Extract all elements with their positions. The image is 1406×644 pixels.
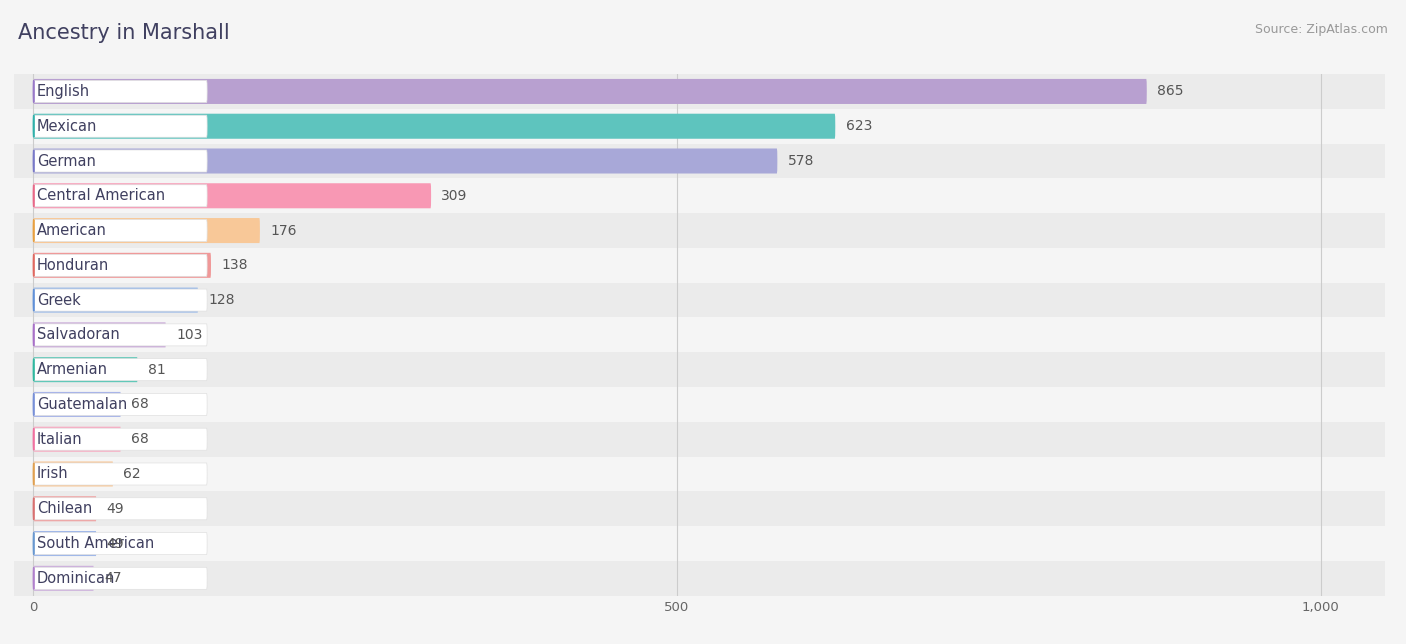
Bar	[14, 352, 1385, 387]
Text: 578: 578	[787, 154, 814, 168]
FancyBboxPatch shape	[34, 427, 121, 451]
FancyBboxPatch shape	[34, 393, 207, 415]
FancyBboxPatch shape	[34, 567, 207, 589]
Bar	[14, 491, 1385, 526]
FancyBboxPatch shape	[34, 254, 207, 276]
Text: 103: 103	[176, 328, 202, 342]
Bar	[14, 561, 1385, 596]
Bar	[14, 457, 1385, 491]
Text: 49: 49	[107, 536, 124, 551]
FancyBboxPatch shape	[34, 359, 207, 381]
FancyBboxPatch shape	[34, 497, 97, 521]
Text: 309: 309	[441, 189, 468, 203]
Text: Chilean: Chilean	[37, 501, 91, 516]
Text: Honduran: Honduran	[37, 258, 108, 273]
Text: Italian: Italian	[37, 431, 83, 447]
Text: Mexican: Mexican	[37, 118, 97, 134]
Text: 865: 865	[1157, 84, 1184, 99]
Text: Ancestry in Marshall: Ancestry in Marshall	[18, 23, 231, 43]
Bar	[14, 526, 1385, 561]
Bar	[14, 317, 1385, 352]
Text: Dominican: Dominican	[37, 571, 115, 586]
FancyBboxPatch shape	[34, 533, 207, 554]
Text: English: English	[37, 84, 90, 99]
Bar	[14, 109, 1385, 144]
FancyBboxPatch shape	[34, 288, 198, 312]
FancyBboxPatch shape	[34, 149, 778, 173]
Text: 68: 68	[131, 432, 149, 446]
Text: German: German	[37, 153, 96, 169]
FancyBboxPatch shape	[34, 115, 207, 137]
Text: Salvadoran: Salvadoran	[37, 327, 120, 343]
Bar	[14, 74, 1385, 109]
FancyBboxPatch shape	[34, 392, 121, 417]
FancyBboxPatch shape	[34, 289, 207, 311]
Text: Irish: Irish	[37, 466, 69, 482]
FancyBboxPatch shape	[34, 79, 1147, 104]
FancyBboxPatch shape	[34, 218, 260, 243]
FancyBboxPatch shape	[34, 185, 207, 207]
FancyBboxPatch shape	[34, 150, 207, 172]
FancyBboxPatch shape	[34, 463, 207, 485]
Bar	[14, 387, 1385, 422]
FancyBboxPatch shape	[34, 80, 207, 102]
Text: South American: South American	[37, 536, 153, 551]
Text: Source: ZipAtlas.com: Source: ZipAtlas.com	[1254, 23, 1388, 35]
FancyBboxPatch shape	[34, 357, 138, 382]
Bar	[14, 283, 1385, 317]
Text: 623: 623	[845, 119, 872, 133]
FancyBboxPatch shape	[34, 323, 166, 347]
Text: American: American	[37, 223, 107, 238]
FancyBboxPatch shape	[34, 220, 207, 242]
Bar	[14, 213, 1385, 248]
Text: 62: 62	[124, 467, 141, 481]
FancyBboxPatch shape	[34, 114, 835, 138]
Text: 128: 128	[208, 293, 235, 307]
Text: 47: 47	[104, 571, 122, 585]
Text: 49: 49	[107, 502, 124, 516]
FancyBboxPatch shape	[34, 531, 97, 556]
Bar	[14, 248, 1385, 283]
Text: Guatemalan: Guatemalan	[37, 397, 127, 412]
FancyBboxPatch shape	[34, 498, 207, 520]
Bar	[14, 178, 1385, 213]
Text: 68: 68	[131, 397, 149, 412]
Text: 81: 81	[148, 363, 166, 377]
Bar	[14, 144, 1385, 178]
Text: 176: 176	[270, 223, 297, 238]
FancyBboxPatch shape	[34, 566, 94, 591]
FancyBboxPatch shape	[34, 324, 207, 346]
FancyBboxPatch shape	[34, 462, 112, 486]
FancyBboxPatch shape	[34, 428, 207, 450]
FancyBboxPatch shape	[34, 184, 432, 208]
Text: Central American: Central American	[37, 188, 165, 204]
Text: Greek: Greek	[37, 292, 80, 308]
FancyBboxPatch shape	[34, 253, 211, 278]
Bar	[14, 422, 1385, 457]
Text: 138: 138	[221, 258, 247, 272]
Text: Armenian: Armenian	[37, 362, 108, 377]
